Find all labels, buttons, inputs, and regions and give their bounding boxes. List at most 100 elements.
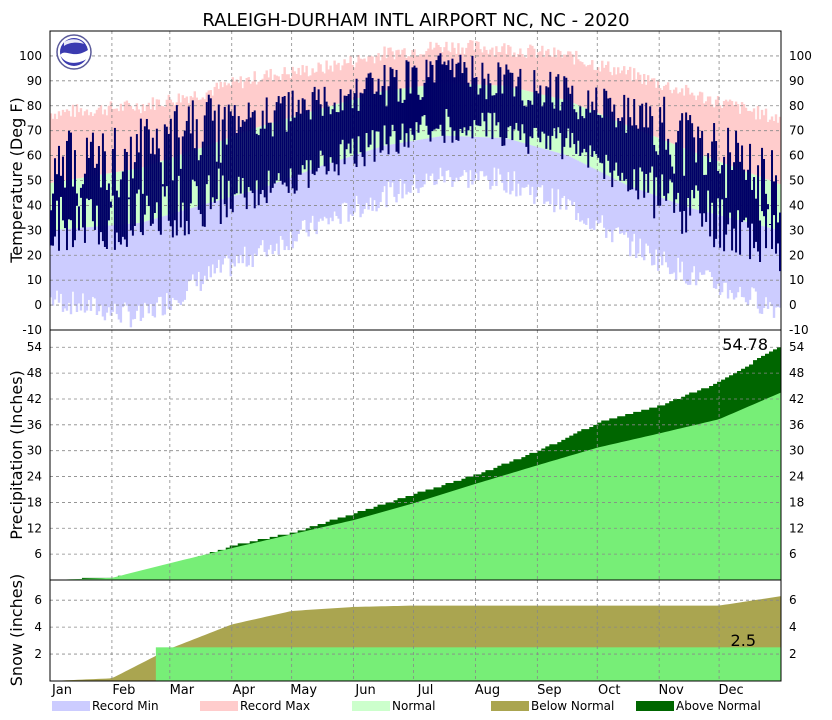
record-min-bar — [770, 228, 774, 307]
record-min-bar — [53, 230, 57, 300]
observed-temp-bar — [735, 130, 738, 253]
observed-temp-bar — [689, 115, 692, 216]
record-min-bar — [648, 193, 652, 254]
observed-temp-bar — [423, 82, 426, 116]
record-min-bar — [433, 137, 436, 186]
record-min-bar — [51, 230, 55, 306]
record-min-bar — [495, 137, 498, 186]
record-min-bar — [736, 219, 740, 293]
record-min-bar — [696, 209, 700, 281]
record-max-bar — [577, 59, 580, 105]
record-max-bar — [371, 56, 374, 95]
record-min-bar — [435, 136, 438, 185]
record-max-bar — [597, 67, 600, 114]
record-max-bar — [611, 75, 614, 120]
observed-temp-bar — [681, 113, 684, 234]
record-max-bar — [583, 64, 586, 108]
observed-temp-bar — [121, 171, 124, 237]
record-max-bar — [716, 96, 720, 162]
observed-temp-bar — [553, 108, 556, 129]
observed-temp-bar — [757, 165, 760, 252]
observed-temp-bar — [281, 96, 284, 185]
record-max-bar — [609, 71, 612, 119]
record-min-bar — [97, 226, 101, 312]
record-max-bar — [317, 62, 320, 110]
record-max-bar — [694, 100, 698, 153]
record-min-bar — [193, 207, 197, 281]
observed-temp-bar — [125, 151, 128, 247]
observed-temp-bar — [461, 73, 464, 133]
observed-temp-bar — [271, 136, 274, 188]
record-min-bar — [369, 150, 372, 198]
record-min-bar — [676, 203, 680, 258]
observed-temp-bar — [391, 68, 394, 125]
record-min-bar — [325, 164, 328, 219]
observed-temp-bar — [583, 118, 586, 149]
observed-temp-bar — [709, 162, 712, 237]
observed-temp-bar — [645, 102, 648, 174]
precipitation-tick-left: 42 — [27, 392, 42, 406]
observed-temp-bar — [745, 179, 748, 218]
temperature-tick-right: 30 — [789, 223, 804, 237]
normal-bar — [165, 159, 169, 216]
observed-temp-bar — [565, 77, 568, 139]
record-min-bar — [417, 139, 420, 194]
record-min-bar — [615, 179, 618, 229]
record-max-bar — [211, 95, 214, 144]
observed-temp-bar — [433, 82, 436, 130]
record-max-bar — [381, 54, 384, 92]
observed-temp-bar — [465, 67, 468, 136]
record-max-bar — [121, 110, 125, 172]
record-max-bar — [531, 45, 534, 93]
record-min-bar — [601, 172, 604, 216]
record-min-bar — [481, 137, 484, 172]
temperature-axis-label: Temperature (Deg F) — [7, 97, 26, 264]
record-min-bar — [742, 221, 746, 298]
observed-temp-bar — [169, 118, 172, 227]
observed-temp-bar — [611, 111, 614, 188]
observed-temp-bar — [255, 133, 258, 181]
record-min-bar — [153, 218, 157, 318]
record-max-bar — [519, 48, 522, 90]
observed-temp-bar — [205, 102, 208, 185]
observed-temp-bar — [337, 112, 340, 176]
record-max-bar — [341, 65, 344, 103]
observed-temp-bar — [607, 98, 610, 161]
observed-temp-bar — [515, 86, 518, 123]
record-max-bar — [752, 108, 756, 175]
observed-temp-bar — [241, 120, 244, 179]
record-max-bar — [231, 77, 234, 137]
observed-temp-bar — [441, 64, 444, 136]
observed-temp-bar — [559, 110, 562, 134]
temperature-tick-left: 60 — [27, 149, 42, 163]
observed-temp-bar — [629, 117, 632, 190]
record-min-bar — [161, 216, 165, 316]
observed-temp-bar — [763, 159, 766, 217]
record-max-bar — [95, 109, 99, 176]
observed-temp-bar — [229, 111, 232, 209]
record-min-bar — [672, 202, 676, 273]
observed-temp-bar — [467, 82, 470, 131]
record-max-bar — [201, 97, 204, 148]
record-min-bar — [295, 175, 298, 242]
record-min-bar — [760, 225, 764, 314]
record-max-bar — [587, 65, 590, 110]
record-min-bar — [698, 210, 702, 273]
observed-temp-bar — [509, 72, 512, 126]
normal-bar — [445, 83, 448, 136]
record-max-bar — [299, 75, 302, 115]
record-min-bar — [399, 142, 402, 179]
record-min-bar — [521, 142, 524, 188]
observed-temp-bar — [769, 223, 772, 225]
legend-swatch — [52, 701, 90, 711]
record-min-bar — [714, 214, 718, 289]
legend: Record Min Record Max Normal Below Normal Ab… — [52, 699, 761, 713]
record-min-bar — [439, 136, 442, 168]
record-min-bar — [638, 189, 642, 239]
record-max-bar — [409, 56, 412, 88]
precipitation-tick-right: 54 — [789, 340, 804, 354]
record-min-bar — [181, 210, 185, 302]
normal-bar — [724, 164, 728, 217]
observed-temp-bar — [353, 93, 356, 164]
observed-temp-bar — [569, 93, 572, 148]
